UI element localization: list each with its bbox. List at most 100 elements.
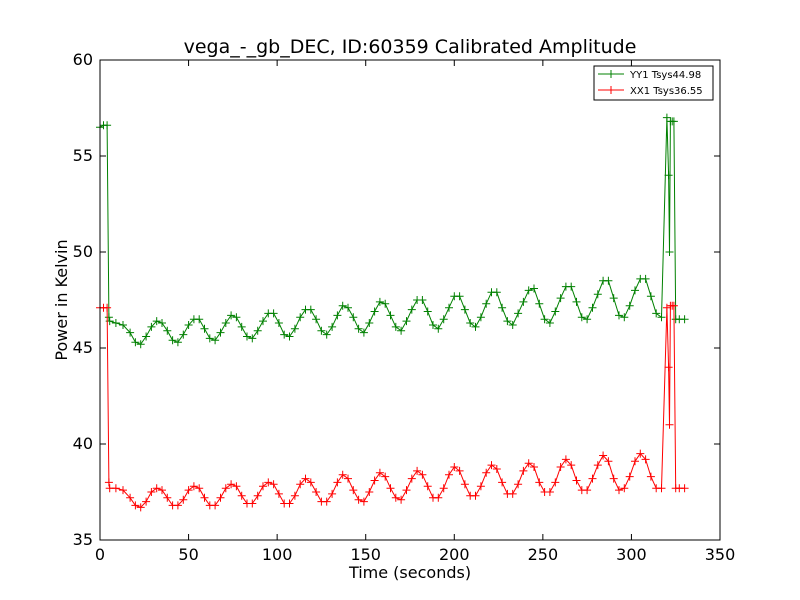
data-point	[445, 470, 453, 479]
data-point	[152, 484, 161, 493]
data-point	[615, 311, 623, 320]
data-point	[136, 503, 145, 512]
data-point	[604, 457, 613, 466]
data-point	[274, 489, 283, 498]
data-point	[290, 324, 299, 333]
data-point	[604, 276, 613, 285]
data-point	[184, 486, 193, 495]
x-axis-title: Time (seconds)	[348, 563, 471, 582]
data-point	[126, 493, 135, 502]
x-tick-label: 0	[95, 545, 105, 564]
data-point	[328, 489, 337, 498]
data-point	[381, 299, 390, 308]
data-point	[434, 493, 443, 502]
data-point	[147, 322, 156, 331]
data-point	[248, 499, 257, 508]
y-tick-label: 35	[73, 530, 93, 549]
data-point	[482, 468, 491, 477]
data-point	[375, 297, 384, 306]
data-point	[103, 303, 112, 312]
data-point	[354, 495, 363, 504]
data-point	[583, 486, 592, 495]
data-point	[583, 315, 592, 324]
data-point	[221, 319, 230, 327]
data-point	[285, 499, 294, 508]
data-point	[359, 497, 368, 506]
data-point	[535, 299, 544, 308]
plot-frame	[99, 59, 721, 541]
data-point	[349, 313, 358, 322]
data-point	[119, 486, 127, 495]
data-point	[680, 315, 689, 324]
data-point	[205, 334, 214, 343]
data-point	[476, 313, 485, 322]
data-point	[232, 482, 241, 491]
data-point	[163, 493, 172, 502]
data-point	[572, 297, 581, 306]
data-point	[429, 321, 437, 329]
data-point	[375, 468, 384, 477]
data-point	[407, 305, 416, 314]
x-tick-label: 50	[178, 545, 198, 564]
data-point	[397, 326, 406, 335]
data-point	[652, 309, 661, 318]
data-point	[200, 493, 209, 502]
chart-title: vega_-_gb_DEC, ID:60359 Calibrated Ampli…	[184, 36, 637, 58]
data-point	[577, 313, 586, 322]
legend-marker-xx1	[607, 86, 615, 94]
data-point	[338, 301, 347, 310]
data-point	[312, 488, 321, 496]
data-point	[572, 476, 581, 485]
data-point	[423, 307, 432, 316]
data-point	[423, 482, 432, 491]
data-point	[131, 501, 140, 510]
data-point	[455, 292, 464, 301]
data-point	[104, 478, 113, 487]
data-point	[227, 480, 236, 489]
data-point	[189, 482, 198, 491]
data-point	[211, 501, 220, 510]
data-point	[482, 299, 491, 308]
data-point	[669, 117, 678, 126]
data-point	[391, 493, 400, 502]
data-point	[665, 420, 674, 429]
data-point	[514, 309, 523, 318]
data-point	[556, 294, 565, 303]
legend-box	[593, 65, 714, 101]
data-point	[669, 301, 678, 310]
data-point	[471, 491, 480, 500]
data-point	[593, 461, 602, 470]
data-point	[402, 317, 411, 326]
data-point	[434, 324, 443, 333]
data-point	[259, 317, 267, 326]
data-point	[285, 332, 294, 341]
data-point	[535, 478, 544, 487]
data-point	[514, 480, 523, 489]
x-tick-label: 200	[439, 545, 470, 564]
y-tick-label: 50	[73, 242, 93, 261]
data-point	[333, 311, 342, 320]
data-point	[439, 315, 448, 324]
data-point	[173, 501, 182, 510]
data-point	[545, 319, 554, 327]
data-point	[216, 328, 225, 337]
data-point	[280, 330, 289, 339]
y-tick-label: 55	[73, 146, 93, 165]
data-point	[328, 322, 337, 331]
data-point	[349, 486, 358, 495]
data-point	[381, 472, 390, 481]
data-point	[168, 336, 177, 345]
data-point	[306, 478, 315, 487]
x-tick-label: 250	[528, 545, 559, 564]
data-point	[657, 484, 666, 493]
data-point	[455, 466, 464, 475]
data-point	[503, 317, 512, 326]
data-point	[662, 113, 671, 122]
data-point	[620, 484, 629, 493]
data-point	[259, 482, 267, 491]
legend: YY1 Tsys44.98 XX1 Tsys36.55	[593, 65, 714, 101]
data-point	[142, 497, 151, 506]
y-tick-label: 60	[73, 50, 93, 69]
data-point	[111, 319, 120, 327]
data-point	[588, 303, 597, 312]
